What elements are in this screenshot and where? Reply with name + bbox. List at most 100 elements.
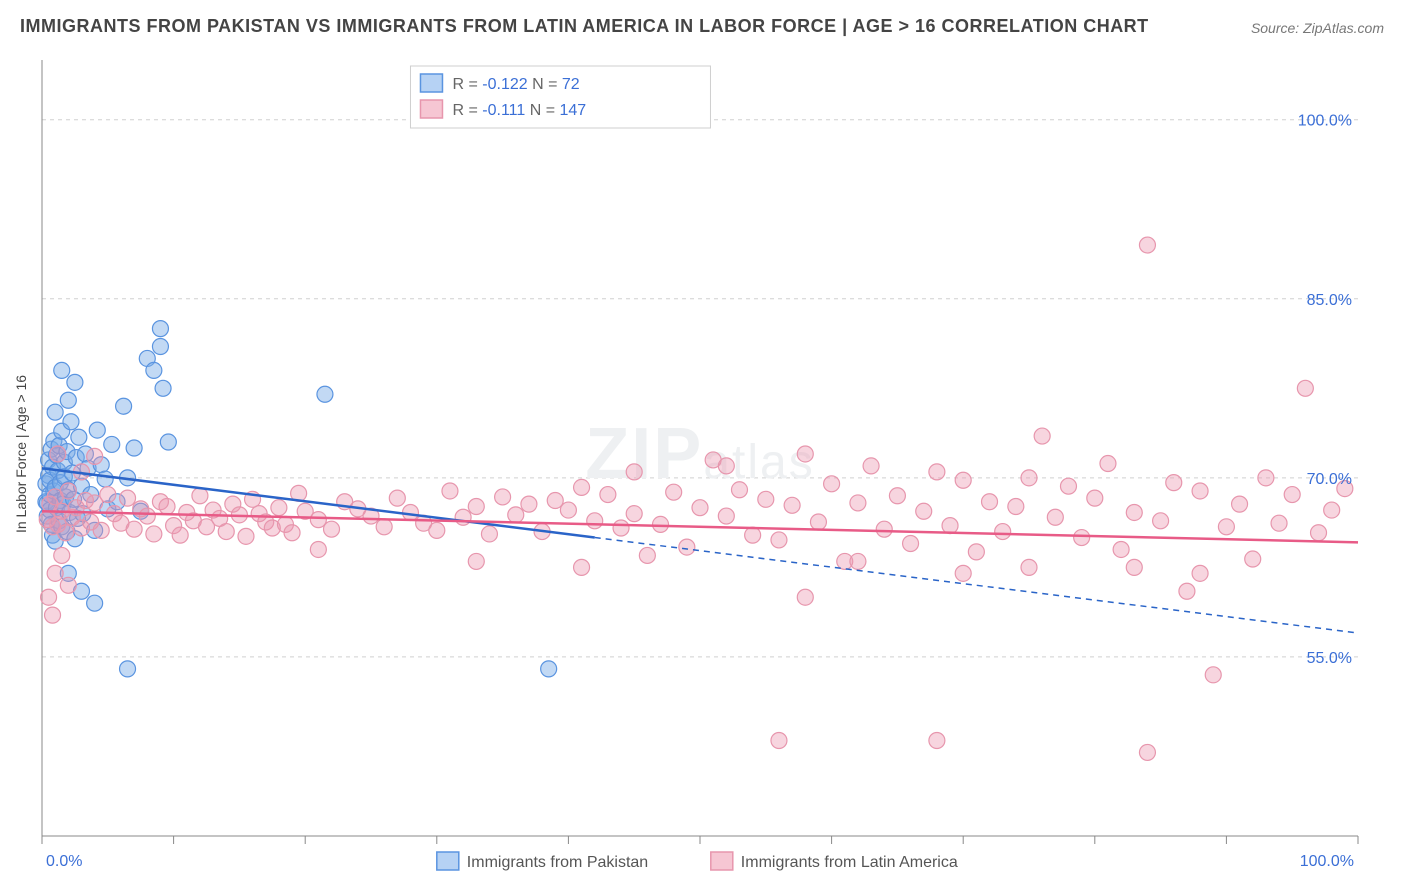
data-point — [1060, 478, 1076, 494]
data-point — [155, 380, 171, 396]
data-point — [310, 541, 326, 557]
data-point — [1311, 525, 1327, 541]
y-axis-title: In Labor Force | Age > 16 — [13, 375, 29, 533]
data-point — [1074, 530, 1090, 546]
data-point — [271, 500, 287, 516]
data-point — [731, 482, 747, 498]
data-point — [1126, 559, 1142, 575]
data-point — [745, 527, 761, 543]
data-point — [1245, 551, 1261, 567]
data-point — [126, 521, 142, 537]
data-point — [1192, 483, 1208, 499]
data-point — [429, 522, 445, 538]
data-point — [67, 374, 83, 390]
data-point — [468, 553, 484, 569]
data-point — [850, 553, 866, 569]
data-point — [93, 522, 109, 538]
series-latin_america — [39, 237, 1353, 760]
data-point — [903, 536, 919, 552]
data-point — [653, 516, 669, 532]
data-point — [495, 489, 511, 505]
data-point — [1232, 496, 1248, 512]
data-point — [1205, 667, 1221, 683]
data-point — [626, 506, 642, 522]
data-point — [71, 429, 87, 445]
legend-label: Immigrants from Latin America — [741, 854, 958, 871]
data-point — [172, 527, 188, 543]
data-point — [1139, 237, 1155, 253]
chart-container: { "title": "IMMIGRANTS FROM PAKISTAN VS … — [0, 0, 1406, 892]
data-point — [1100, 456, 1116, 472]
data-point — [679, 539, 695, 555]
data-point — [758, 491, 774, 507]
data-point — [50, 446, 66, 462]
data-point — [1179, 583, 1195, 599]
data-point — [1258, 470, 1274, 486]
data-point — [45, 607, 61, 623]
x-tick-label: 0.0% — [46, 853, 82, 870]
data-point — [574, 479, 590, 495]
data-point — [718, 508, 734, 524]
data-point — [89, 422, 105, 438]
data-point — [47, 404, 63, 420]
data-point — [58, 525, 74, 541]
data-point — [929, 464, 945, 480]
data-point — [41, 589, 57, 605]
data-point — [442, 483, 458, 499]
data-point — [718, 458, 734, 474]
data-point — [63, 414, 79, 430]
data-point — [797, 446, 813, 462]
data-point — [626, 464, 642, 480]
legend-stat: R = -0.111 N = 147 — [452, 102, 586, 119]
data-point — [87, 595, 103, 611]
data-point — [100, 487, 116, 503]
grid — [42, 120, 1358, 657]
data-point — [955, 565, 971, 581]
data-point — [324, 521, 340, 537]
data-point — [317, 386, 333, 402]
data-point — [54, 547, 70, 563]
data-point — [160, 434, 176, 450]
data-point — [876, 521, 892, 537]
data-point — [192, 488, 208, 504]
data-point — [1153, 513, 1169, 529]
data-point — [54, 362, 70, 378]
scatter-plot: ZIPatlas55.0%70.0%85.0%100.0%0.0%100.0%I… — [0, 0, 1406, 892]
data-point — [481, 526, 497, 542]
legend-label: Immigrants from Pakistan — [467, 854, 648, 871]
data-point — [613, 520, 629, 536]
data-point — [1034, 428, 1050, 444]
data-point — [238, 528, 254, 544]
legend-bottom: Immigrants from Pakistan Immigrants from … — [437, 852, 958, 871]
data-point — [87, 448, 103, 464]
data-point — [1218, 519, 1234, 535]
data-point — [666, 484, 682, 500]
data-point — [784, 497, 800, 513]
data-point — [1139, 744, 1155, 760]
data-point — [104, 436, 120, 452]
legend-swatch — [420, 74, 442, 92]
data-point — [1113, 541, 1129, 557]
data-point — [810, 514, 826, 530]
data-point — [942, 518, 958, 534]
data-point — [116, 398, 132, 414]
y-tick-label: 100.0% — [1298, 113, 1352, 130]
data-point — [889, 488, 905, 504]
data-point — [60, 577, 76, 593]
data-point — [639, 547, 655, 563]
data-point — [1021, 559, 1037, 575]
data-point — [863, 458, 879, 474]
data-point — [600, 487, 616, 503]
data-point — [1087, 490, 1103, 506]
data-point — [541, 661, 557, 677]
data-point — [1166, 475, 1182, 491]
data-point — [1126, 504, 1142, 520]
data-point — [797, 589, 813, 605]
data-point — [1284, 487, 1300, 503]
data-point — [97, 471, 113, 487]
data-point — [1192, 565, 1208, 581]
data-point — [468, 498, 484, 514]
data-point — [824, 476, 840, 492]
y-tick-label: 70.0% — [1307, 471, 1352, 488]
legend-swatch — [711, 852, 733, 870]
